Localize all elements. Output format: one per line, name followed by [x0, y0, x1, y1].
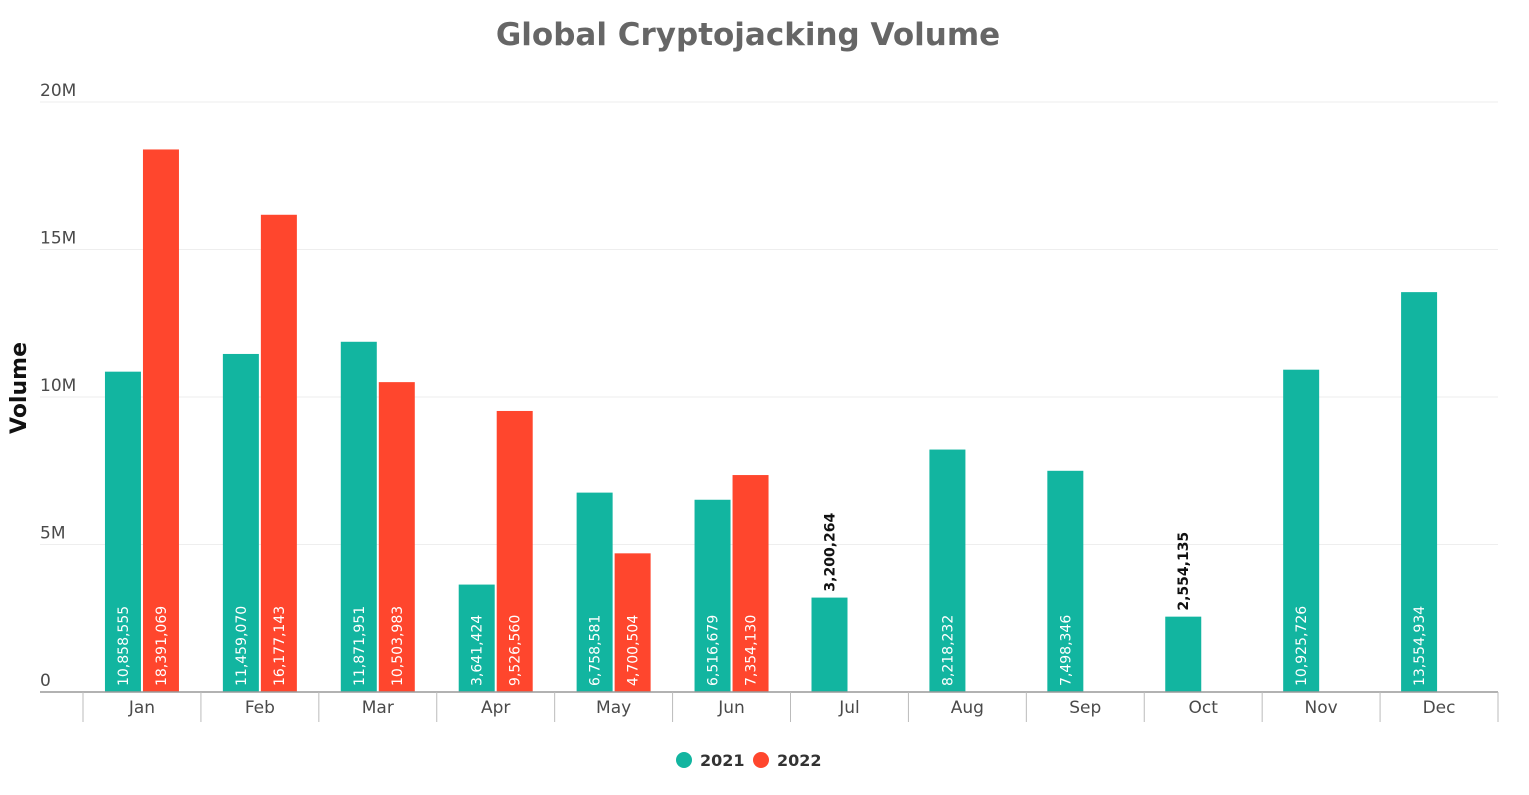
bar-2021-Apr: [458, 584, 495, 692]
y-tick-label: 20M: [40, 81, 76, 101]
legend: 2021 2022: [676, 751, 822, 770]
bar-2022-Jan: [142, 149, 179, 692]
data-label: 13,554,934: [1412, 606, 1428, 686]
bar-2021-Jul: [811, 597, 848, 692]
data-label: 8,218,232: [940, 615, 956, 686]
bar-2021-Aug: [929, 449, 966, 692]
y-axis-label: Volume: [7, 342, 32, 434]
bar-2022-Apr: [496, 410, 533, 692]
data-label: 11,871,951: [352, 606, 368, 686]
data-label: 4,700,504: [626, 615, 642, 686]
bar-2021-Sep: [1047, 470, 1084, 692]
x-tick-label: Mar: [362, 698, 394, 718]
data-label: 18,391,069: [154, 606, 170, 686]
y-tick-label: 5M: [40, 524, 65, 544]
bar-2021-Mar: [340, 341, 377, 692]
y-tick-label: 0: [40, 671, 51, 691]
bar-2021-Jan: [104, 371, 141, 692]
x-tick-label: Dec: [1423, 698, 1456, 718]
bar-2021-Nov: [1283, 369, 1320, 692]
data-label: 10,925,726: [1294, 606, 1310, 686]
bar-2021-Jun: [694, 499, 731, 692]
legend-label: 2022: [777, 751, 822, 770]
x-tick-label: Nov: [1305, 698, 1338, 718]
x-tick-label: Sep: [1069, 698, 1101, 718]
data-label: 3,641,424: [470, 615, 486, 686]
chart-title: Global Cryptojacking Volume: [496, 17, 1000, 53]
legend-marker-2022: [753, 752, 769, 768]
x-tick-label: Jan: [128, 698, 155, 718]
data-label: 6,516,679: [706, 615, 722, 686]
data-label: 3,200,264: [823, 513, 839, 592]
bar-2022-Feb: [260, 214, 297, 692]
y-axis-ticks: 0 5M 10M 15M 20M: [40, 81, 76, 691]
x-tick-label: Aug: [951, 698, 984, 718]
y-tick-label: 10M: [40, 376, 76, 396]
bar-2021-May: [576, 492, 613, 692]
bar-2022-May: [614, 553, 651, 692]
x-tick-label: Oct: [1189, 698, 1219, 718]
y-tick-label: 15M: [40, 229, 76, 249]
x-tick-label: Feb: [245, 698, 275, 718]
x-tick-label: Apr: [481, 698, 510, 718]
x-tick-label: Jul: [838, 698, 860, 718]
bars: 10,858,555 18,391,069 11,459,070 16,177,143…: [104, 149, 1438, 692]
data-label: 7,498,346: [1058, 615, 1074, 686]
legend-label: 2021: [700, 751, 745, 770]
data-label: 11,459,070: [234, 606, 250, 686]
data-label: 6,758,581: [588, 615, 604, 686]
data-label: 9,526,560: [508, 615, 524, 686]
data-label: 2,554,135: [1176, 532, 1192, 611]
data-label: 10,503,983: [390, 606, 406, 686]
bar-2021-Oct: [1165, 616, 1202, 692]
bar-2021-Dec: [1401, 292, 1438, 692]
x-tick-label: Jun: [717, 698, 745, 718]
bar-2022-Mar: [378, 382, 415, 692]
data-label: 7,354,130: [744, 615, 760, 686]
legend-marker-2021: [676, 752, 692, 768]
bar-2022-Jun: [732, 475, 769, 692]
bar-2021-Feb: [222, 353, 259, 692]
x-axis: Jan Feb Mar Apr May Jun Jul Aug Sep Oct Nov Dec: [40, 691, 1499, 722]
data-label: 16,177,143: [272, 606, 288, 686]
data-label: 10,858,555: [116, 606, 132, 686]
x-tick-label: May: [596, 698, 631, 718]
